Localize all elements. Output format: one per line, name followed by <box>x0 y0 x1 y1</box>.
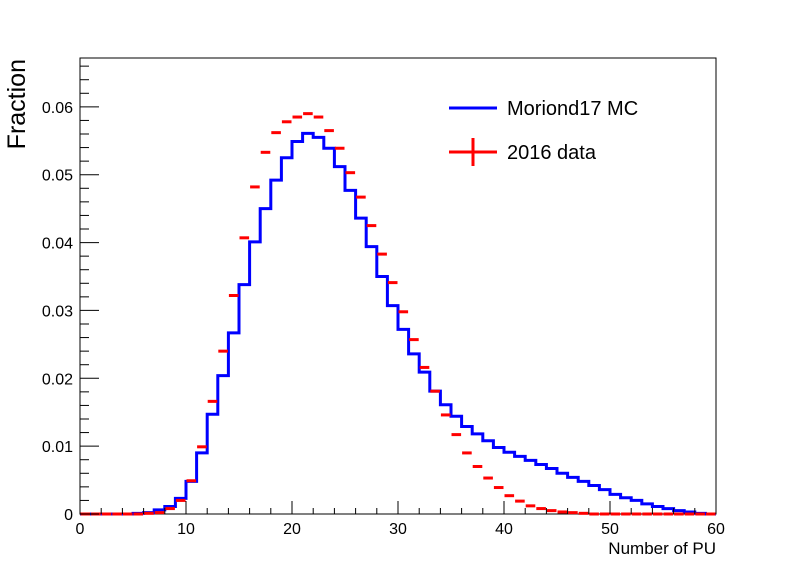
y-tick-label: 0.05 <box>42 168 73 185</box>
legend-data-label: 2016 data <box>507 142 597 164</box>
y-tick-label: 0.03 <box>42 303 73 320</box>
x-axis-title: Number of PU <box>608 539 716 558</box>
x-tick-label: 30 <box>389 521 407 538</box>
plot-frame <box>79 57 717 515</box>
x-tick-label: 60 <box>707 521 725 538</box>
legend-mc-label: Moriond17 MC <box>507 98 638 120</box>
y-tick-label: 0.04 <box>42 236 73 253</box>
x-tick-label: 50 <box>601 521 619 538</box>
mc-histogram <box>80 131 716 516</box>
x-tick-label: 40 <box>495 521 513 538</box>
x-tick-label: 20 <box>283 521 301 538</box>
y-tick-label: 0 <box>64 507 73 524</box>
y-tick-label: 0.01 <box>42 439 73 456</box>
y-tick-label: 0.02 <box>42 371 73 388</box>
x-tick-label: 10 <box>177 521 195 538</box>
y-tick-label: 0.06 <box>42 100 73 117</box>
legend: Moriond17 MC 2016 data <box>449 98 638 166</box>
x-tick-label: 0 <box>76 521 85 538</box>
y-axis-title: Fraction <box>3 59 31 149</box>
